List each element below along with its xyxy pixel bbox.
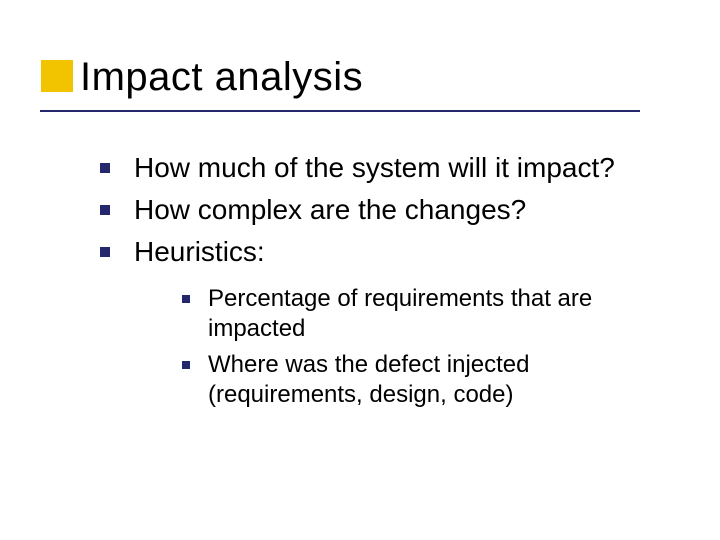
list-item: How complex are the changes?	[100, 192, 660, 228]
list-item-text: Percentage of requirements that are impa…	[208, 285, 592, 342]
bullet-list-level2: Percentage of requirements that are impa…	[134, 284, 660, 410]
accent-square	[41, 60, 73, 92]
list-item-text: Heuristics:	[134, 236, 265, 267]
title-underline	[40, 110, 640, 112]
list-item: How much of the system will it impact?	[100, 150, 660, 186]
list-item-text: Where was the defect injected (requireme…	[208, 351, 530, 408]
square-bullet-icon	[100, 163, 110, 173]
list-item: Where was the defect injected (requireme…	[182, 350, 660, 410]
square-bullet-icon	[182, 361, 190, 369]
list-item: Percentage of requirements that are impa…	[182, 284, 660, 344]
square-bullet-icon	[100, 205, 110, 215]
list-item: Heuristics: Percentage of requirements t…	[100, 234, 660, 410]
square-bullet-icon	[100, 247, 110, 257]
square-bullet-icon	[182, 295, 190, 303]
bullet-list-level1: How much of the system will it impact? H…	[100, 150, 660, 410]
list-item-text: How much of the system will it impact?	[134, 152, 615, 183]
slide: Impact analysis How much of the system w…	[0, 0, 720, 540]
list-item-text: How complex are the changes?	[134, 194, 526, 225]
slide-title: Impact analysis	[80, 55, 363, 100]
slide-body: How much of the system will it impact? H…	[100, 150, 660, 416]
